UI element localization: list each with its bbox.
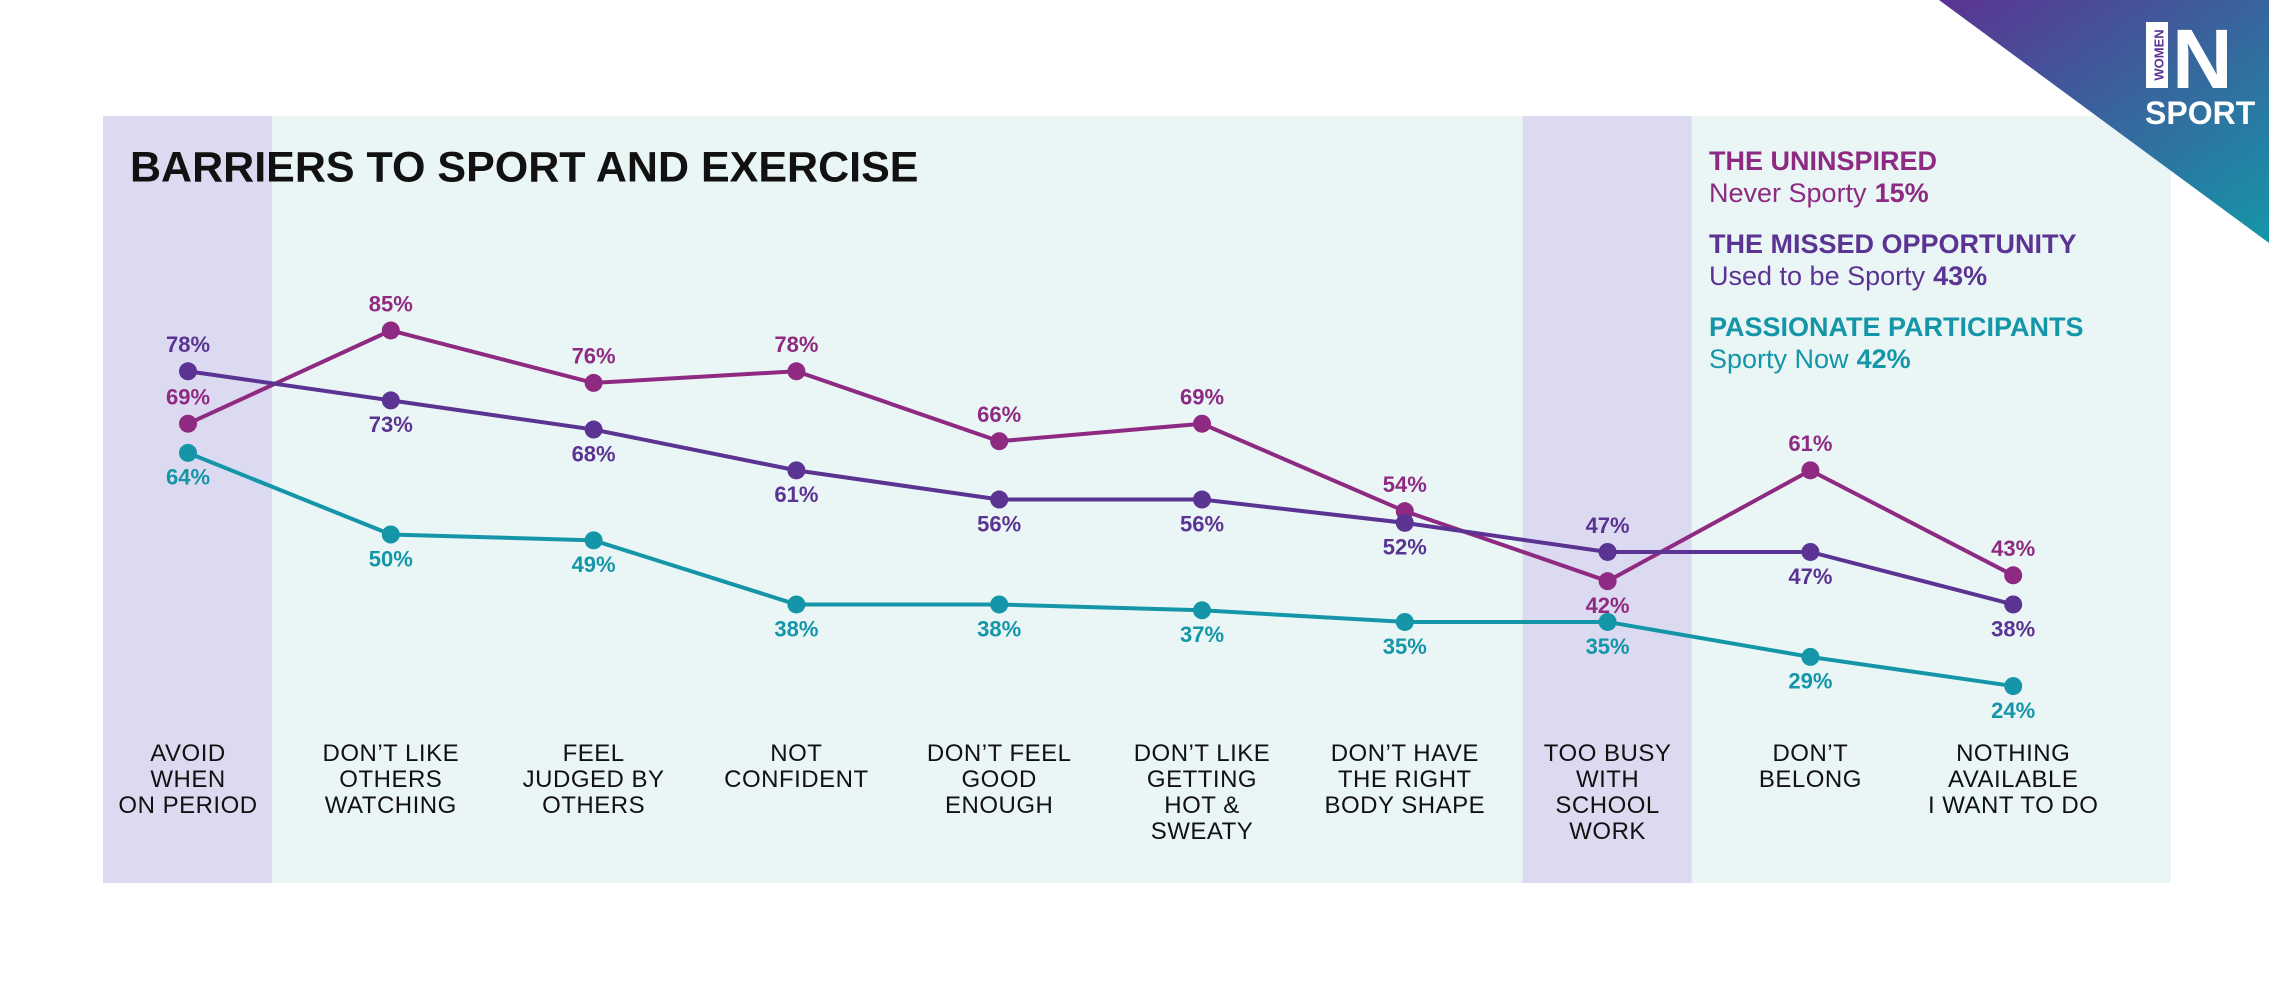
- legend-name: PASSIONATE PARTICIPANTS: [1709, 312, 2084, 342]
- data-point: [787, 461, 806, 480]
- data-point: [1395, 513, 1414, 532]
- data-label: 43%: [1991, 536, 2035, 561]
- data-point: [1801, 647, 1820, 666]
- data-label: 50%: [369, 546, 413, 571]
- logo-bar: [2146, 22, 2168, 88]
- data-point: [1598, 542, 1617, 561]
- x-tick-label: FEEL JUDGED BY OTHERS: [522, 740, 665, 819]
- legend-sub: Never Sporty 15%: [1709, 178, 1929, 209]
- data-label: 37%: [1180, 622, 1224, 647]
- data-point: [787, 362, 806, 381]
- legend-share: 43%: [1933, 261, 1988, 291]
- data-label: 54%: [1383, 472, 1427, 497]
- data-label: 69%: [166, 385, 210, 410]
- data-label: 24%: [1991, 698, 2035, 723]
- data-label: 78%: [774, 332, 818, 357]
- legend-share: 42%: [1856, 344, 1911, 374]
- data-point: [1801, 461, 1820, 480]
- data-label: 47%: [1586, 513, 1630, 538]
- data-label: 78%: [166, 332, 210, 357]
- data-point: [2004, 595, 2023, 614]
- x-tick-label: NOTHING AVAILABLE I WANT TO DO: [1927, 740, 2099, 819]
- x-tick-label: DON’T LIKE OTHERS WATCHING: [322, 740, 460, 819]
- data-label: 35%: [1383, 634, 1427, 659]
- data-label: 38%: [1991, 616, 2035, 641]
- data-label: 68%: [572, 441, 616, 466]
- data-point: [381, 525, 400, 544]
- data-point: [584, 373, 603, 392]
- series-line: [187, 328, 2015, 584]
- legend-name: THE MISSED OPPORTUNITY: [1709, 229, 2077, 259]
- data-point: [990, 490, 1009, 509]
- series-line: [187, 451, 2014, 689]
- data-point: [1598, 612, 1617, 631]
- x-tick-label: DON’T HAVE THE RIGHT BODY SHAPE: [1324, 740, 1486, 819]
- data-label: 76%: [572, 344, 616, 369]
- data-label: 52%: [1383, 535, 1427, 560]
- data-point: [990, 595, 1009, 614]
- data-label: 61%: [1788, 431, 1832, 456]
- data-point: [381, 321, 400, 340]
- legend-subtitle: Used to be Sporty: [1709, 261, 1926, 291]
- data-point: [2004, 566, 2023, 585]
- data-label: 66%: [977, 402, 1021, 427]
- logo-bottom: SPORT: [2145, 95, 2256, 131]
- data-label: 38%: [977, 616, 1021, 641]
- legend-sub: Used to be Sporty 43%: [1709, 261, 1987, 292]
- legend-subtitle: Sporty Now: [1709, 344, 1849, 374]
- data-point: [179, 443, 197, 462]
- data-label: 56%: [977, 511, 1021, 536]
- x-tick-label: DON’T LIKE GETTING HOT & SWEATY: [1133, 740, 1271, 845]
- data-point: [990, 432, 1009, 451]
- data-point: [584, 420, 603, 439]
- data-point: [1193, 601, 1211, 620]
- data-label: 73%: [369, 412, 413, 437]
- logo-big: N: [2172, 12, 2233, 106]
- chart-title: BARRIERS TO SPORT AND EXERCISE: [130, 143, 918, 191]
- data-label: 49%: [572, 552, 616, 577]
- data-label: 56%: [1180, 511, 1224, 536]
- data-label: 85%: [369, 291, 413, 316]
- data-point: [1193, 490, 1211, 509]
- x-tick-label: AVOID WHEN ON PERIOD: [118, 740, 258, 819]
- data-point: [179, 414, 197, 433]
- data-point: [584, 531, 603, 550]
- data-point: [381, 391, 400, 410]
- x-tick-label: DON’T BELONG: [1758, 740, 1862, 793]
- x-tick-label: NOT CONFIDENT: [724, 740, 869, 793]
- data-label: 69%: [1180, 385, 1224, 410]
- data-point: [1598, 572, 1617, 591]
- data-label: 64%: [166, 465, 210, 490]
- data-point: [1193, 414, 1211, 433]
- data-label: 35%: [1586, 634, 1630, 659]
- logo-bg: [1939, 0, 2269, 243]
- legend-subtitle: Never Sporty: [1709, 178, 1867, 208]
- data-point: [787, 595, 806, 614]
- data-point: [2004, 677, 2023, 696]
- data-label: 38%: [774, 616, 818, 641]
- legend-name: THE UNINSPIRED: [1709, 146, 1938, 176]
- x-tick-label: TOO BUSY WITH SCHOOL WORK: [1543, 740, 1672, 845]
- legend-share: 15%: [1874, 178, 1929, 208]
- highlight-column: [1522, 116, 1692, 883]
- data-point: [1801, 542, 1820, 561]
- data-label: 29%: [1788, 669, 1832, 694]
- data-label: 47%: [1788, 564, 1832, 589]
- series-line: [187, 369, 2014, 607]
- logo-small: WOMEN: [2151, 29, 2166, 80]
- data-point: [179, 362, 197, 381]
- data-label: 61%: [774, 482, 818, 507]
- highlight-column: [103, 116, 272, 883]
- x-tick-label: DON’T FEEL GOOD ENOUGH: [926, 740, 1072, 819]
- data-point: [1395, 612, 1414, 631]
- legend-sub: Sporty Now 42%: [1709, 344, 1911, 375]
